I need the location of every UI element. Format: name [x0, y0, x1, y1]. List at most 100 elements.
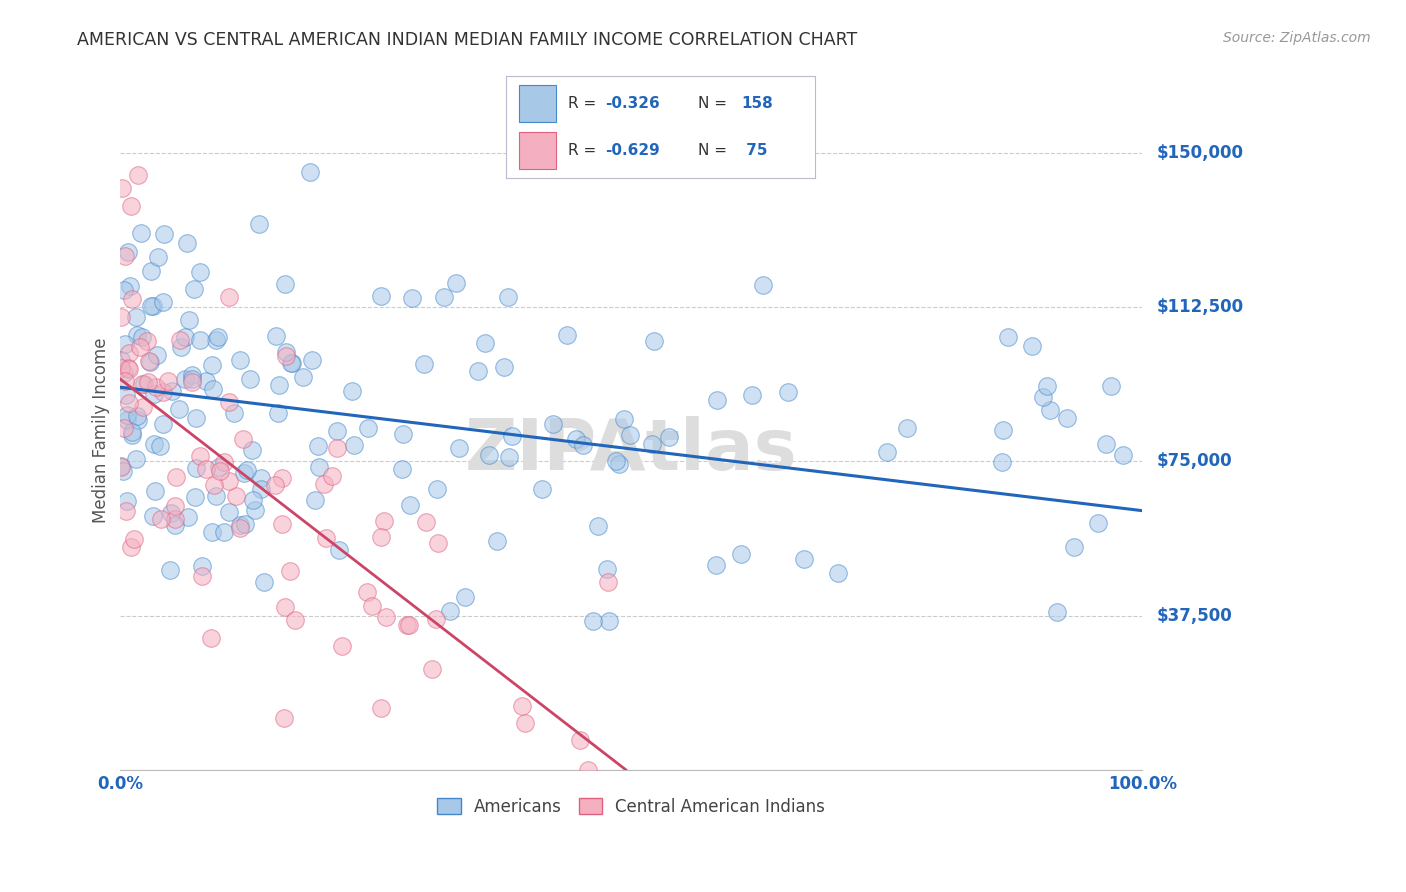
- Point: [142, 300, 165, 314]
- Point: [142, 437, 165, 451]
- Point: [433, 290, 456, 304]
- Point: [576, 763, 599, 777]
- Point: [125, 310, 148, 324]
- Point: [191, 569, 214, 583]
- Point: [173, 371, 195, 385]
- Point: [131, 330, 153, 344]
- Point: [138, 353, 160, 368]
- Point: [598, 575, 620, 590]
- Point: [613, 412, 636, 426]
- Point: [207, 329, 229, 343]
- Point: [117, 244, 139, 259]
- Point: [281, 356, 304, 370]
- Point: [176, 509, 198, 524]
- Point: [264, 478, 287, 492]
- Point: [157, 374, 180, 388]
- Point: [494, 359, 516, 374]
- Point: [1112, 448, 1135, 462]
- Point: [326, 424, 349, 438]
- Point: [181, 371, 204, 385]
- Point: [776, 384, 799, 399]
- Text: 158: 158: [741, 96, 773, 111]
- Point: [1021, 339, 1043, 353]
- Point: [498, 450, 520, 464]
- Point: [243, 503, 266, 517]
- Point: [115, 413, 138, 427]
- Point: [114, 337, 136, 351]
- Point: [997, 330, 1019, 344]
- Text: R =: R =: [568, 96, 602, 111]
- Point: [330, 640, 353, 654]
- Point: [896, 421, 918, 435]
- Point: [125, 451, 148, 466]
- Point: [328, 543, 350, 558]
- Point: [129, 340, 152, 354]
- Legend: Americans, Central American Indians: Americans, Central American Indians: [430, 791, 832, 822]
- Point: [253, 575, 276, 590]
- Y-axis label: Median Family Income: Median Family Income: [93, 338, 110, 524]
- Point: [392, 426, 415, 441]
- Point: [212, 455, 235, 469]
- Point: [120, 198, 142, 212]
- Point: [425, 612, 447, 626]
- Point: [132, 376, 155, 391]
- Point: [510, 698, 533, 713]
- Point: [208, 459, 231, 474]
- Point: [205, 334, 228, 348]
- Point: [474, 335, 496, 350]
- Point: [641, 437, 664, 451]
- Point: [643, 334, 665, 348]
- Point: [271, 471, 294, 485]
- Point: [159, 563, 181, 577]
- Point: [1039, 403, 1062, 417]
- Point: [513, 716, 536, 731]
- Point: [274, 345, 297, 359]
- Point: [730, 547, 752, 561]
- Point: [218, 395, 240, 409]
- Text: 75: 75: [741, 144, 768, 158]
- Point: [201, 358, 224, 372]
- Point: [152, 385, 174, 400]
- Point: [274, 277, 297, 291]
- Point: [541, 417, 564, 431]
- Point: [163, 499, 186, 513]
- Point: [1032, 390, 1054, 404]
- Point: [291, 370, 314, 384]
- Point: [139, 264, 162, 278]
- Point: [136, 375, 159, 389]
- Point: [530, 483, 553, 497]
- Point: [307, 439, 329, 453]
- Point: [991, 455, 1014, 469]
- Point: [146, 348, 169, 362]
- Point: [396, 617, 419, 632]
- Point: [152, 417, 174, 432]
- Point: [218, 474, 240, 488]
- Point: [118, 395, 141, 409]
- Point: [565, 432, 588, 446]
- Point: [110, 360, 132, 375]
- Point: [233, 466, 256, 480]
- Point: [361, 599, 384, 613]
- Point: [131, 226, 153, 240]
- Point: [301, 353, 323, 368]
- Point: [115, 388, 138, 402]
- Point: [142, 386, 165, 401]
- Point: [141, 509, 163, 524]
- Point: [202, 382, 225, 396]
- Point: [571, 438, 593, 452]
- Point: [609, 458, 631, 472]
- Point: [188, 449, 211, 463]
- Point: [876, 444, 898, 458]
- Point: [267, 406, 290, 420]
- Point: [200, 631, 222, 645]
- Point: [704, 558, 727, 573]
- Point: [165, 518, 187, 533]
- Point: [114, 374, 136, 388]
- Point: [228, 520, 250, 534]
- Point: [1036, 379, 1059, 393]
- Point: [373, 514, 395, 528]
- Point: [357, 421, 380, 435]
- Point: [304, 493, 326, 508]
- Text: AMERICAN VS CENTRAL AMERICAN INDIAN MEDIAN FAMILY INCOME CORRELATION CHART: AMERICAN VS CENTRAL AMERICAN INDIAN MEDI…: [77, 31, 858, 49]
- Point: [112, 420, 135, 434]
